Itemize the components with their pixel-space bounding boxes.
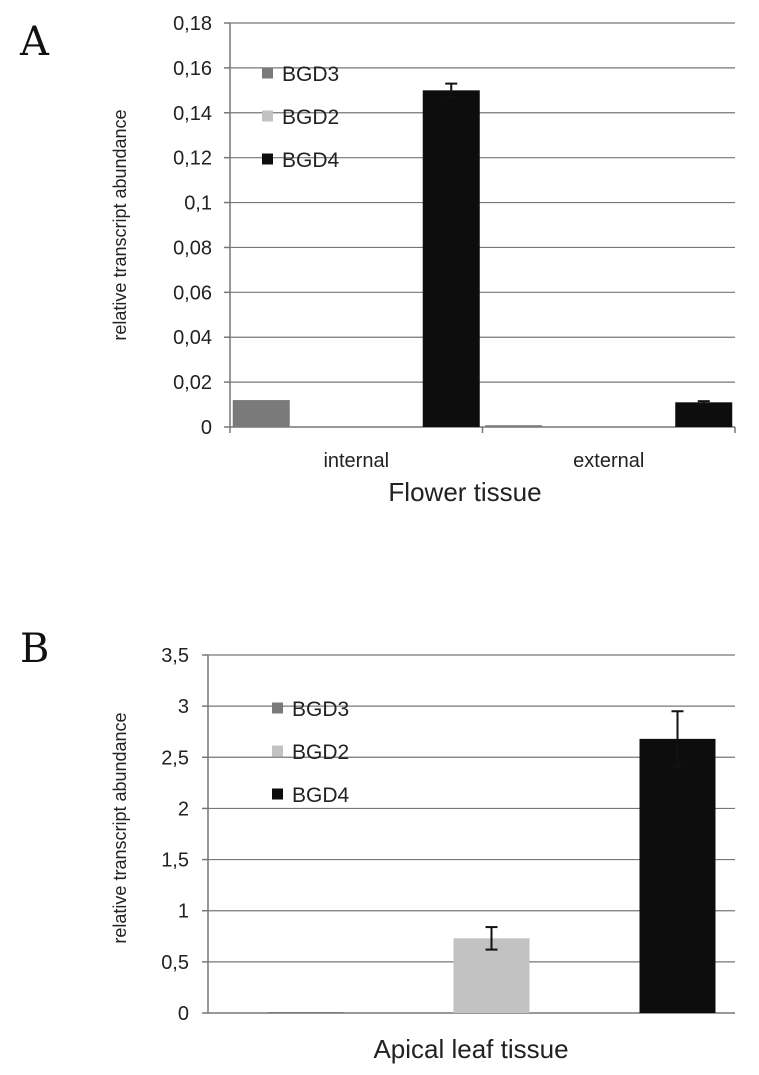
y-tick-label: 0,18 <box>173 13 212 35</box>
panel-letter: A <box>19 19 50 65</box>
bar-bgd4-internal <box>422 90 480 427</box>
x-category-label: internal <box>323 450 389 472</box>
legend: BGD3 BGD2 BGD4 <box>262 63 340 172</box>
legend-swatch-bgd4 <box>262 153 273 165</box>
y-tick-label: 1 <box>178 901 189 923</box>
legend-label-bgd4: BGD4 <box>282 149 340 172</box>
y-tick-label: 2,5 <box>161 747 189 769</box>
y-tick-label: 0,04 <box>173 327 212 349</box>
bar-bgd3-external <box>485 425 543 427</box>
x-axis-title: Flower tissue <box>388 477 541 507</box>
legend-label-bgd3: BGD3 <box>282 63 339 86</box>
legend-label-bgd2: BGD2 <box>282 106 339 129</box>
legend-swatch-bgd3 <box>262 67 273 79</box>
bar-bgd4-value <box>639 738 716 1013</box>
legend-swatch-bgd3 <box>272 702 283 714</box>
legend-swatch-bgd2 <box>262 110 273 122</box>
y-tick-label: 0,02 <box>173 372 212 394</box>
y-tick-label: 0,16 <box>173 58 212 80</box>
legend-swatch-bgd4 <box>272 788 283 800</box>
y-tick-label: 0 <box>178 1003 189 1025</box>
bar-bgd3-value <box>267 1011 344 1013</box>
y-tick-label: 0,1 <box>184 193 212 215</box>
y-tick-label: 3,5 <box>161 645 189 667</box>
y-tick-label: 1,5 <box>161 850 189 872</box>
y-tick-label: 3 <box>178 696 189 718</box>
bar-bgd4-external <box>675 402 733 427</box>
y-tick-label: 0,5 <box>161 952 189 974</box>
legend-label-bgd4: BGD4 <box>292 784 350 807</box>
y-tick-label: 0,08 <box>173 237 212 259</box>
panel-letter: B <box>20 626 49 672</box>
legend-label-bgd3: BGD3 <box>292 698 349 721</box>
y-tick-label: 0 <box>201 417 212 439</box>
y-tick-label: 2 <box>178 798 189 820</box>
x-category-label: external <box>573 450 644 472</box>
y-axis-title: relative transcript abundance <box>110 712 130 943</box>
y-axis-title: relative transcript abundance <box>110 109 130 340</box>
bar-bgd2-value <box>453 938 530 1013</box>
y-tick-label: 0,14 <box>173 103 212 125</box>
y-tick-label: 0,06 <box>173 282 212 304</box>
chart-panel-b: B 0 0,5 1 1,5 2 2,5 3 3,5 Apical leaf tissue relat… <box>20 626 735 1064</box>
y-tick-label: 0,12 <box>173 148 212 170</box>
legend-label-bgd2: BGD2 <box>292 741 349 764</box>
x-axis-title: Apical leaf tissue <box>373 1034 568 1064</box>
legend-swatch-bgd2 <box>272 745 283 757</box>
chart-panel-a: A 0 0,02 0,04 0,06 0,08 0,1 0,12 0,14 0,16 0,18 int… <box>19 13 736 507</box>
legend: BGD3 BGD2 BGD4 <box>272 698 350 807</box>
bar-bgd3-internal <box>232 400 290 427</box>
